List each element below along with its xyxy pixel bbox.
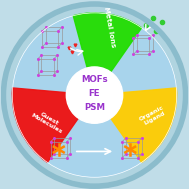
Circle shape [66, 67, 123, 123]
Text: Guest
Molecules: Guest Molecules [29, 108, 66, 135]
Wedge shape [12, 88, 94, 162]
Text: MOFs
FE
PSM: MOFs FE PSM [81, 75, 108, 112]
Wedge shape [94, 88, 177, 162]
Circle shape [3, 4, 186, 186]
Text: Metal Ions: Metal Ions [103, 6, 116, 47]
Text: Organic
Ligand: Organic Ligand [138, 105, 167, 127]
Circle shape [12, 13, 177, 177]
Wedge shape [73, 13, 142, 95]
